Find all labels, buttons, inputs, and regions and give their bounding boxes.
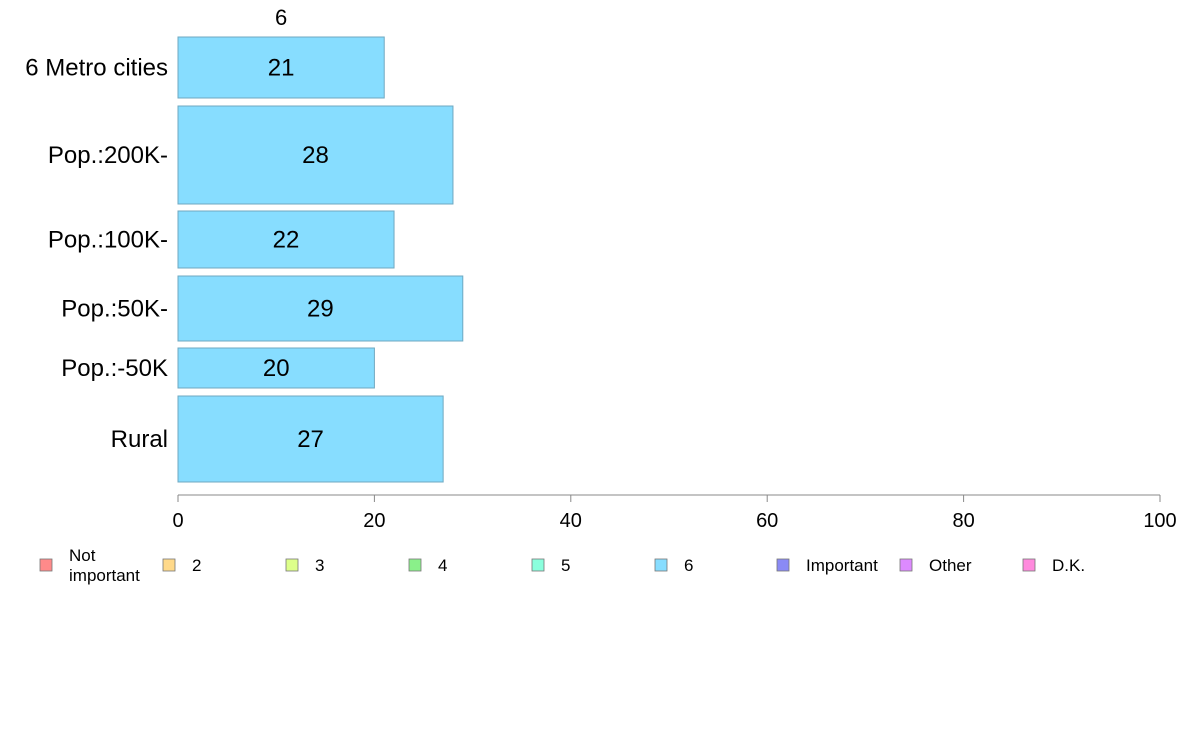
x-tick-label: 80 [952,510,974,532]
legend-item: 6 [654,556,693,575]
legend-swatch [162,558,176,572]
legend-label: 3 [315,556,324,575]
legend-label: Other [929,556,972,575]
legend-swatch [285,558,299,572]
legend-swatch [531,558,545,572]
legend-swatch [654,558,668,572]
legend-item: 5 [531,556,570,575]
legend-label-line: Not [69,546,96,565]
bar-value-label: 27 [297,426,324,453]
legend-swatch [899,558,913,572]
category-label: Pop.:50K- [61,296,168,323]
legend-swatch [39,558,53,572]
legend-item: Important [776,556,878,575]
bar-2 [177,210,395,269]
bar-value-label: 22 [273,227,300,254]
legend-label: 6 [684,556,693,575]
bar-value-label: 21 [268,55,295,82]
legend-item: Other [899,556,972,575]
x-tick-label: 40 [560,510,582,532]
category-label: Pop.:200K- [48,142,168,169]
x-axis: 0 20 40 60 80 100 [172,494,1177,532]
series-label-top: 6 [275,5,287,30]
bar-0 [177,36,385,99]
x-tick-label: 0 [172,510,183,532]
legend-label: 4 [438,556,447,575]
bar-4 [177,347,375,389]
legend-swatch [1022,558,1036,572]
legend: Not important 2 3 4 5 6 Important Other D.K. [39,546,1085,585]
bar-1 [177,105,454,205]
category-label: 6 Metro cities [25,55,168,82]
legend-item: 2 [162,556,201,575]
bar-value-label: 29 [307,296,334,323]
x-tick-label: 60 [756,510,778,532]
legend-swatch [408,558,422,572]
category-label: Rural [111,426,168,453]
legend-swatch [776,558,790,572]
x-tick-label: 20 [363,510,385,532]
category-label: Pop.:100K- [48,227,168,254]
x-tick-label: 100 [1143,510,1176,532]
legend-item: 3 [285,556,324,575]
legend-label: D.K. [1052,556,1085,575]
legend-label: Important [806,556,878,575]
legend-label: 2 [192,556,201,575]
legend-item: D.K. [1022,556,1085,575]
legend-item: Not important [39,546,140,585]
legend-label: Not important [69,546,140,585]
bar-value-label: 28 [302,142,329,169]
legend-label-line: important [69,566,140,585]
bar-3 [177,275,464,342]
bar-5 [177,395,444,483]
category-label: Pop.:-50K [61,355,168,382]
legend-label: 5 [561,556,570,575]
bars-layer: 6 21 6 Metro cities 28 Pop.:200K- 22 Pop.:100K… [25,5,464,483]
bar-value-label: 20 [263,355,290,382]
legend-item: 4 [408,556,447,575]
